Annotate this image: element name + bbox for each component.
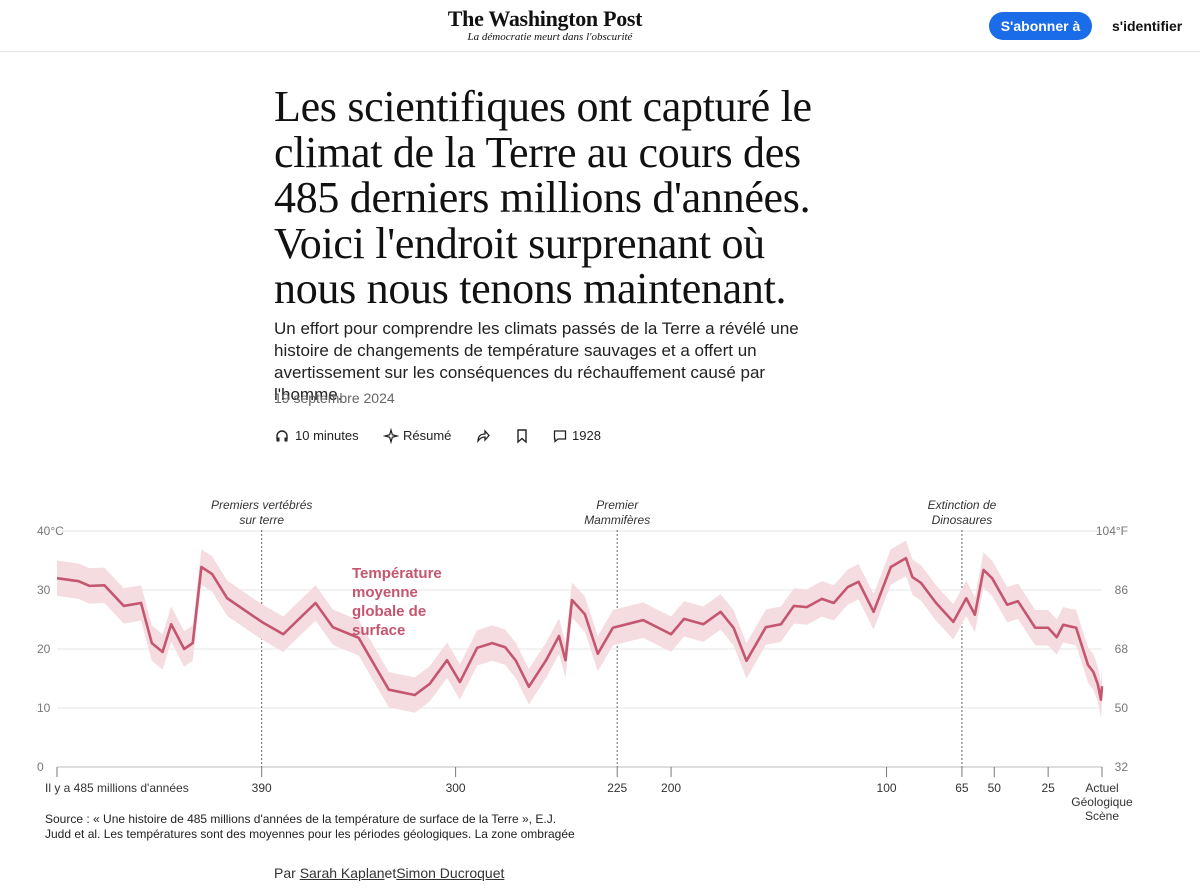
chart-svg: 0 10 20 30 40°C 32 50 68 86 104°F — [37, 524, 1129, 777]
x-tick-label: 100 — [876, 781, 897, 795]
author-link[interactable]: Sarah Kaplan — [299, 865, 385, 881]
author-link[interactable]: Simon Ducroquet — [396, 865, 505, 881]
tagline: La démocratie meurt dans l'obscurité — [467, 31, 633, 43]
chart: 0 10 20 30 40°C 32 50 68 86 104°F Il y a 485 mill… — [0, 480, 1200, 840]
series-label: Température moyenne globale de surface — [352, 565, 442, 639]
x-tick-label: 390 — [251, 781, 272, 795]
byline-prefix: Par — [274, 865, 296, 881]
y2-tick-label: 104°F — [1096, 524, 1128, 538]
read-time[interactable]: 10 minutes — [295, 428, 359, 443]
logo[interactable]: The Washington Post — [447, 6, 643, 31]
x-tick-label: 225 — [607, 781, 628, 795]
x-tick-label: 50 — [987, 781, 1001, 795]
comment-icon[interactable] — [552, 428, 568, 444]
x-tick-label: 25 — [1041, 781, 1055, 795]
uncertainty-band — [57, 540, 1102, 718]
subscribe-button[interactable]: S'abonner à — [989, 12, 1092, 40]
share-icon[interactable] — [475, 428, 491, 444]
header: The Washington Post La démocratie meurt … — [0, 0, 1200, 52]
x-tick-label: 300 — [445, 781, 466, 795]
temperature-line — [56, 556, 1104, 702]
annotation-label: Premiers vertébrés sur terre — [211, 498, 313, 527]
y-tick-label: 20 — [37, 642, 51, 656]
annotation-label: Extinction de Dinosaures — [927, 498, 997, 527]
subheadline: Un effort pour comprendre les climats pa… — [274, 319, 799, 404]
y2-tick-label: 86 — [1115, 583, 1129, 597]
y2-tick-label: 32 — [1115, 760, 1129, 774]
date: 19 septembre 2024 — [274, 390, 395, 406]
headline: Les scientifiques ont capturé le climat … — [274, 82, 812, 313]
y2-tick-label: 50 — [1115, 701, 1129, 715]
x-tick-label: Il y a 485 millions d'années — [45, 781, 189, 795]
headphones-icon[interactable] — [274, 428, 290, 444]
y-tick-label: 30 — [37, 583, 51, 597]
bookmark-icon[interactable] — [514, 428, 530, 444]
comment-count[interactable]: 1928 — [572, 428, 601, 443]
y2-tick-label: 68 — [1115, 642, 1129, 656]
source-note: Source : « Une histoire de 485 millions … — [45, 812, 575, 841]
y-tick-label: 10 — [37, 701, 51, 715]
author-joiner: et — [384, 865, 397, 881]
signin-link[interactable]: s'identifier — [1112, 18, 1183, 34]
annotation-label: Premier Mammifères — [584, 498, 651, 527]
x-tick-label: Actuel Géologique Scène — [1071, 781, 1133, 823]
y-tick-label: 0 — [37, 760, 44, 774]
sparkle-icon[interactable] — [383, 428, 399, 444]
summary[interactable]: Résumé — [403, 428, 452, 443]
y-tick-label: 40°C — [37, 524, 64, 538]
x-tick-label: 200 — [661, 781, 682, 795]
byline: Par Sarah KaplanetSimon Ducroquet — [274, 865, 504, 881]
x-tick-label: 65 — [955, 781, 969, 795]
